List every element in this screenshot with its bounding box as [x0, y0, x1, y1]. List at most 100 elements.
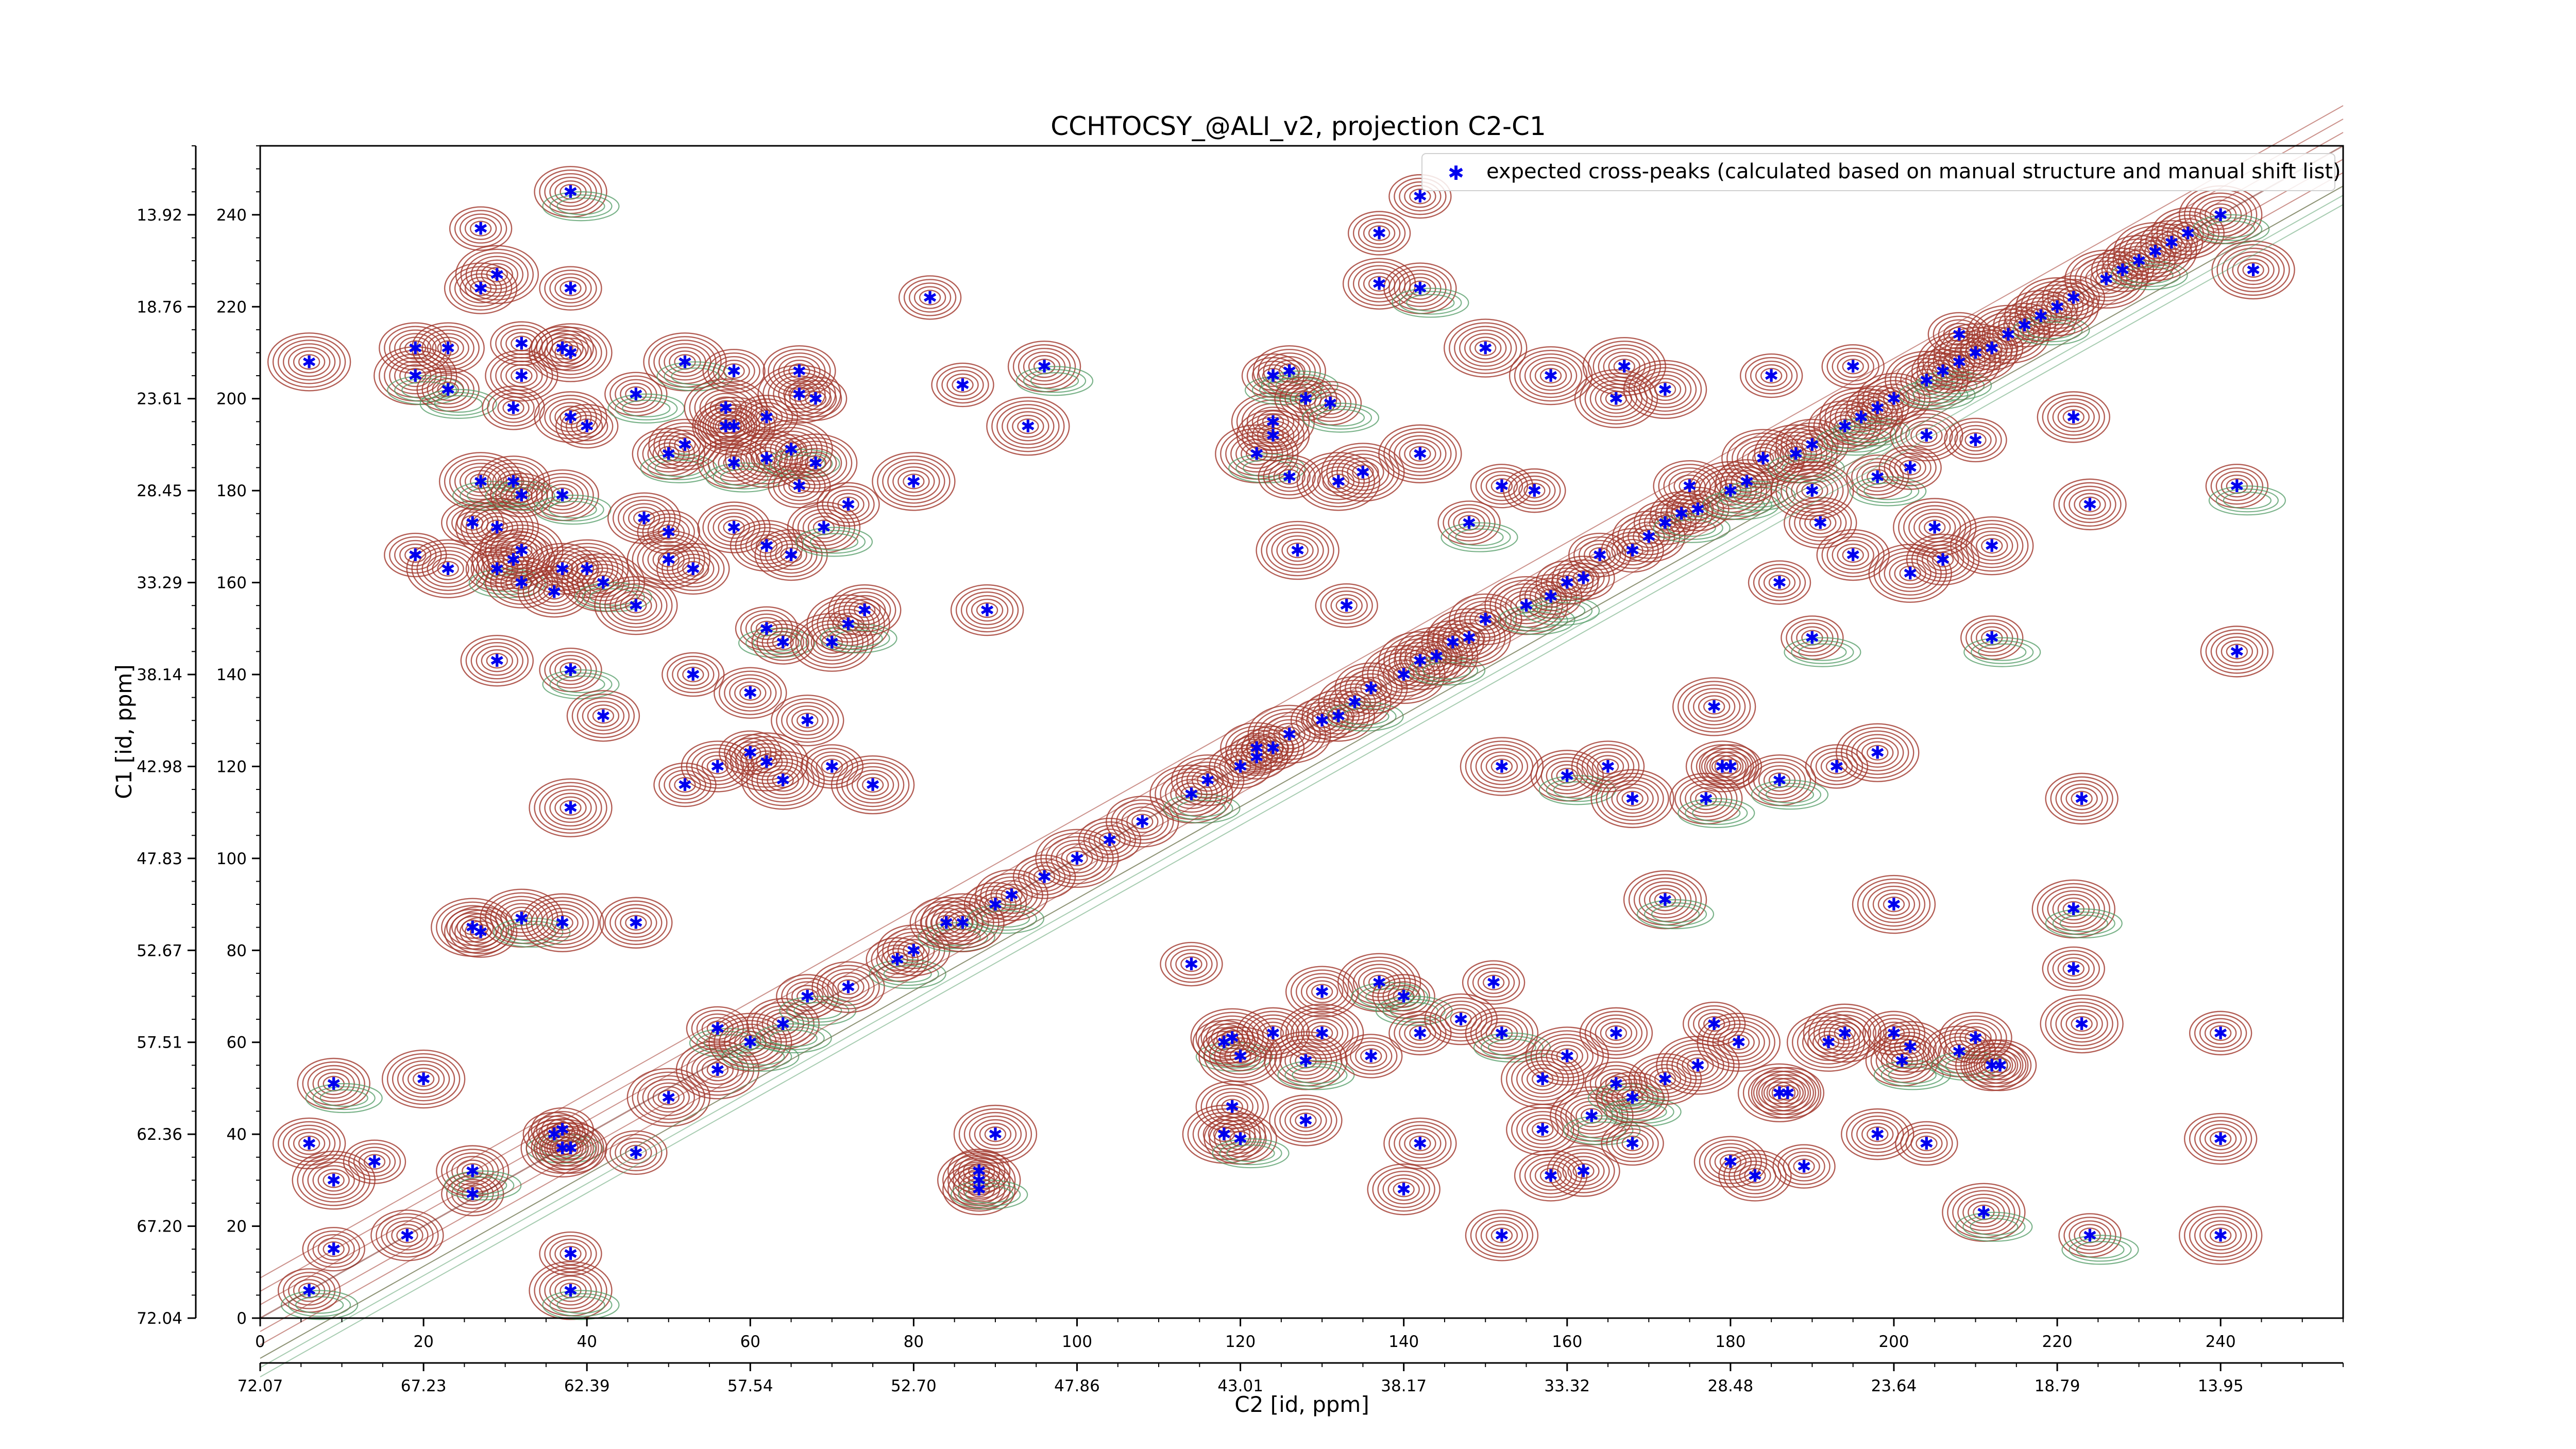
contour-ring	[1623, 360, 1707, 419]
contour-group	[599, 897, 673, 949]
contour-ring	[1165, 945, 1218, 983]
contour-group	[656, 543, 730, 595]
contour-ring	[1126, 810, 1159, 833]
contour-ring	[780, 547, 802, 563]
contour-ring	[526, 897, 599, 949]
contour-ring	[768, 348, 831, 394]
contour-ring	[898, 275, 962, 320]
contour-ring	[1719, 759, 1742, 774]
contour-ring	[772, 772, 794, 788]
cross-peak-marker: ✱	[906, 471, 921, 492]
contour-ring	[298, 354, 320, 370]
contour-ring	[783, 474, 816, 498]
contour-ring	[1206, 1088, 1259, 1125]
contour-ring	[1551, 1044, 1583, 1068]
contour-ring	[1262, 1025, 1284, 1041]
cross-peak-marker: ✱	[1429, 646, 1444, 667]
contour-ring	[1007, 411, 1049, 442]
contour-ring	[1606, 780, 1659, 818]
negative-contour-ring	[434, 395, 483, 413]
contour-ring	[1035, 829, 1119, 888]
cross-peak-marker: ✱	[1282, 467, 1297, 487]
contour-ring	[1703, 1016, 1725, 1032]
contour-ring	[444, 262, 518, 314]
cross-peak-marker: ✱	[1838, 1023, 1853, 1044]
contour-ring	[694, 404, 757, 449]
contour-group	[1672, 677, 1756, 736]
contour-ring	[836, 759, 910, 811]
contour-ring	[302, 1158, 365, 1203]
negative-contour-ring	[1406, 294, 1455, 312]
contour-group	[735, 395, 799, 440]
contour-ring	[1377, 1170, 1430, 1208]
contour-ring	[854, 602, 876, 618]
contour-ring	[1527, 1067, 1559, 1091]
contour-ring	[1280, 1003, 1364, 1063]
contour-group	[272, 1117, 346, 1170]
cross-peak-marker: ✱	[988, 895, 1003, 915]
contour-ring	[1246, 1014, 1300, 1052]
contour-ring	[1903, 505, 1967, 550]
contour-ring	[648, 418, 722, 471]
cross-peak-marker: ✱	[1453, 1009, 1468, 1030]
contour-ring	[1613, 359, 1635, 375]
contour-ring	[718, 415, 750, 438]
contour-group	[1612, 511, 1686, 563]
contour-ring	[1480, 470, 1523, 501]
contour-ring	[734, 741, 767, 764]
contour-ring	[544, 173, 597, 211]
contour-ring	[531, 546, 594, 591]
contour-ring	[298, 1135, 320, 1152]
contour-group	[1715, 459, 1796, 511]
contour-ring	[1394, 177, 1447, 215]
contour-ring	[1633, 367, 1697, 412]
contour-ring	[672, 659, 715, 690]
contour-ring	[1837, 355, 1869, 378]
contour-group	[1786, 1013, 1871, 1072]
cross-peak-marker: ✱	[2082, 495, 2097, 515]
contour-ring	[1295, 1113, 1317, 1128]
contour-ring	[707, 352, 760, 390]
contour-ring	[837, 979, 859, 995]
contour-ring	[1443, 619, 1496, 656]
contour-ring	[709, 415, 742, 438]
cross-peak-marker: ✱	[1331, 706, 1346, 727]
contour-ring	[1432, 612, 1506, 664]
contour-ring	[706, 1062, 729, 1078]
cross-peak-marker: ✱	[514, 366, 529, 386]
contour-ring	[1121, 806, 1164, 837]
contour-ring	[1701, 751, 1744, 782]
cross-peak-marker: ✱	[792, 384, 807, 405]
cross-peak-marker: ✱	[1560, 766, 1575, 786]
contour-ring	[577, 697, 630, 735]
contour-ring	[1677, 681, 1751, 733]
cross-peak-marker: ✱	[661, 1088, 676, 1108]
contour-ring	[1521, 1115, 1564, 1145]
contour-ring	[1676, 1050, 1719, 1081]
cross-peak-marker: ✱	[1641, 527, 1656, 547]
cross-peak-marker: ✱	[1266, 738, 1281, 759]
contour-group	[1437, 500, 1518, 552]
contour-ring	[1791, 429, 1834, 460]
negative-contour-ring	[288, 1293, 351, 1317]
contour-ring	[534, 1122, 607, 1174]
contour-ring	[1409, 446, 1431, 462]
contour-ring	[822, 605, 875, 643]
contour-ring	[464, 217, 497, 240]
contour-ring	[486, 266, 508, 283]
cross-peak-marker: ✱	[1829, 756, 1844, 777]
cross-peak-marker: ✱	[1282, 361, 1297, 382]
contour-ring	[1766, 1077, 1809, 1108]
contour-ring	[882, 459, 945, 504]
contour-ring	[1180, 956, 1202, 972]
cross-peak-marker: ✱	[1625, 1134, 1640, 1154]
cross-peak-marker: ✱	[1609, 1023, 1624, 1044]
cross-peak-marker: ✱	[1658, 1069, 1673, 1090]
contour-group	[1503, 468, 1566, 513]
contour-ring	[1690, 744, 1754, 789]
contour-ring	[1867, 885, 1921, 923]
cross-peak-marker: ✱	[759, 449, 774, 469]
negative-contour-ring	[1536, 602, 1586, 620]
cross-peak-marker: ✱	[473, 219, 488, 240]
